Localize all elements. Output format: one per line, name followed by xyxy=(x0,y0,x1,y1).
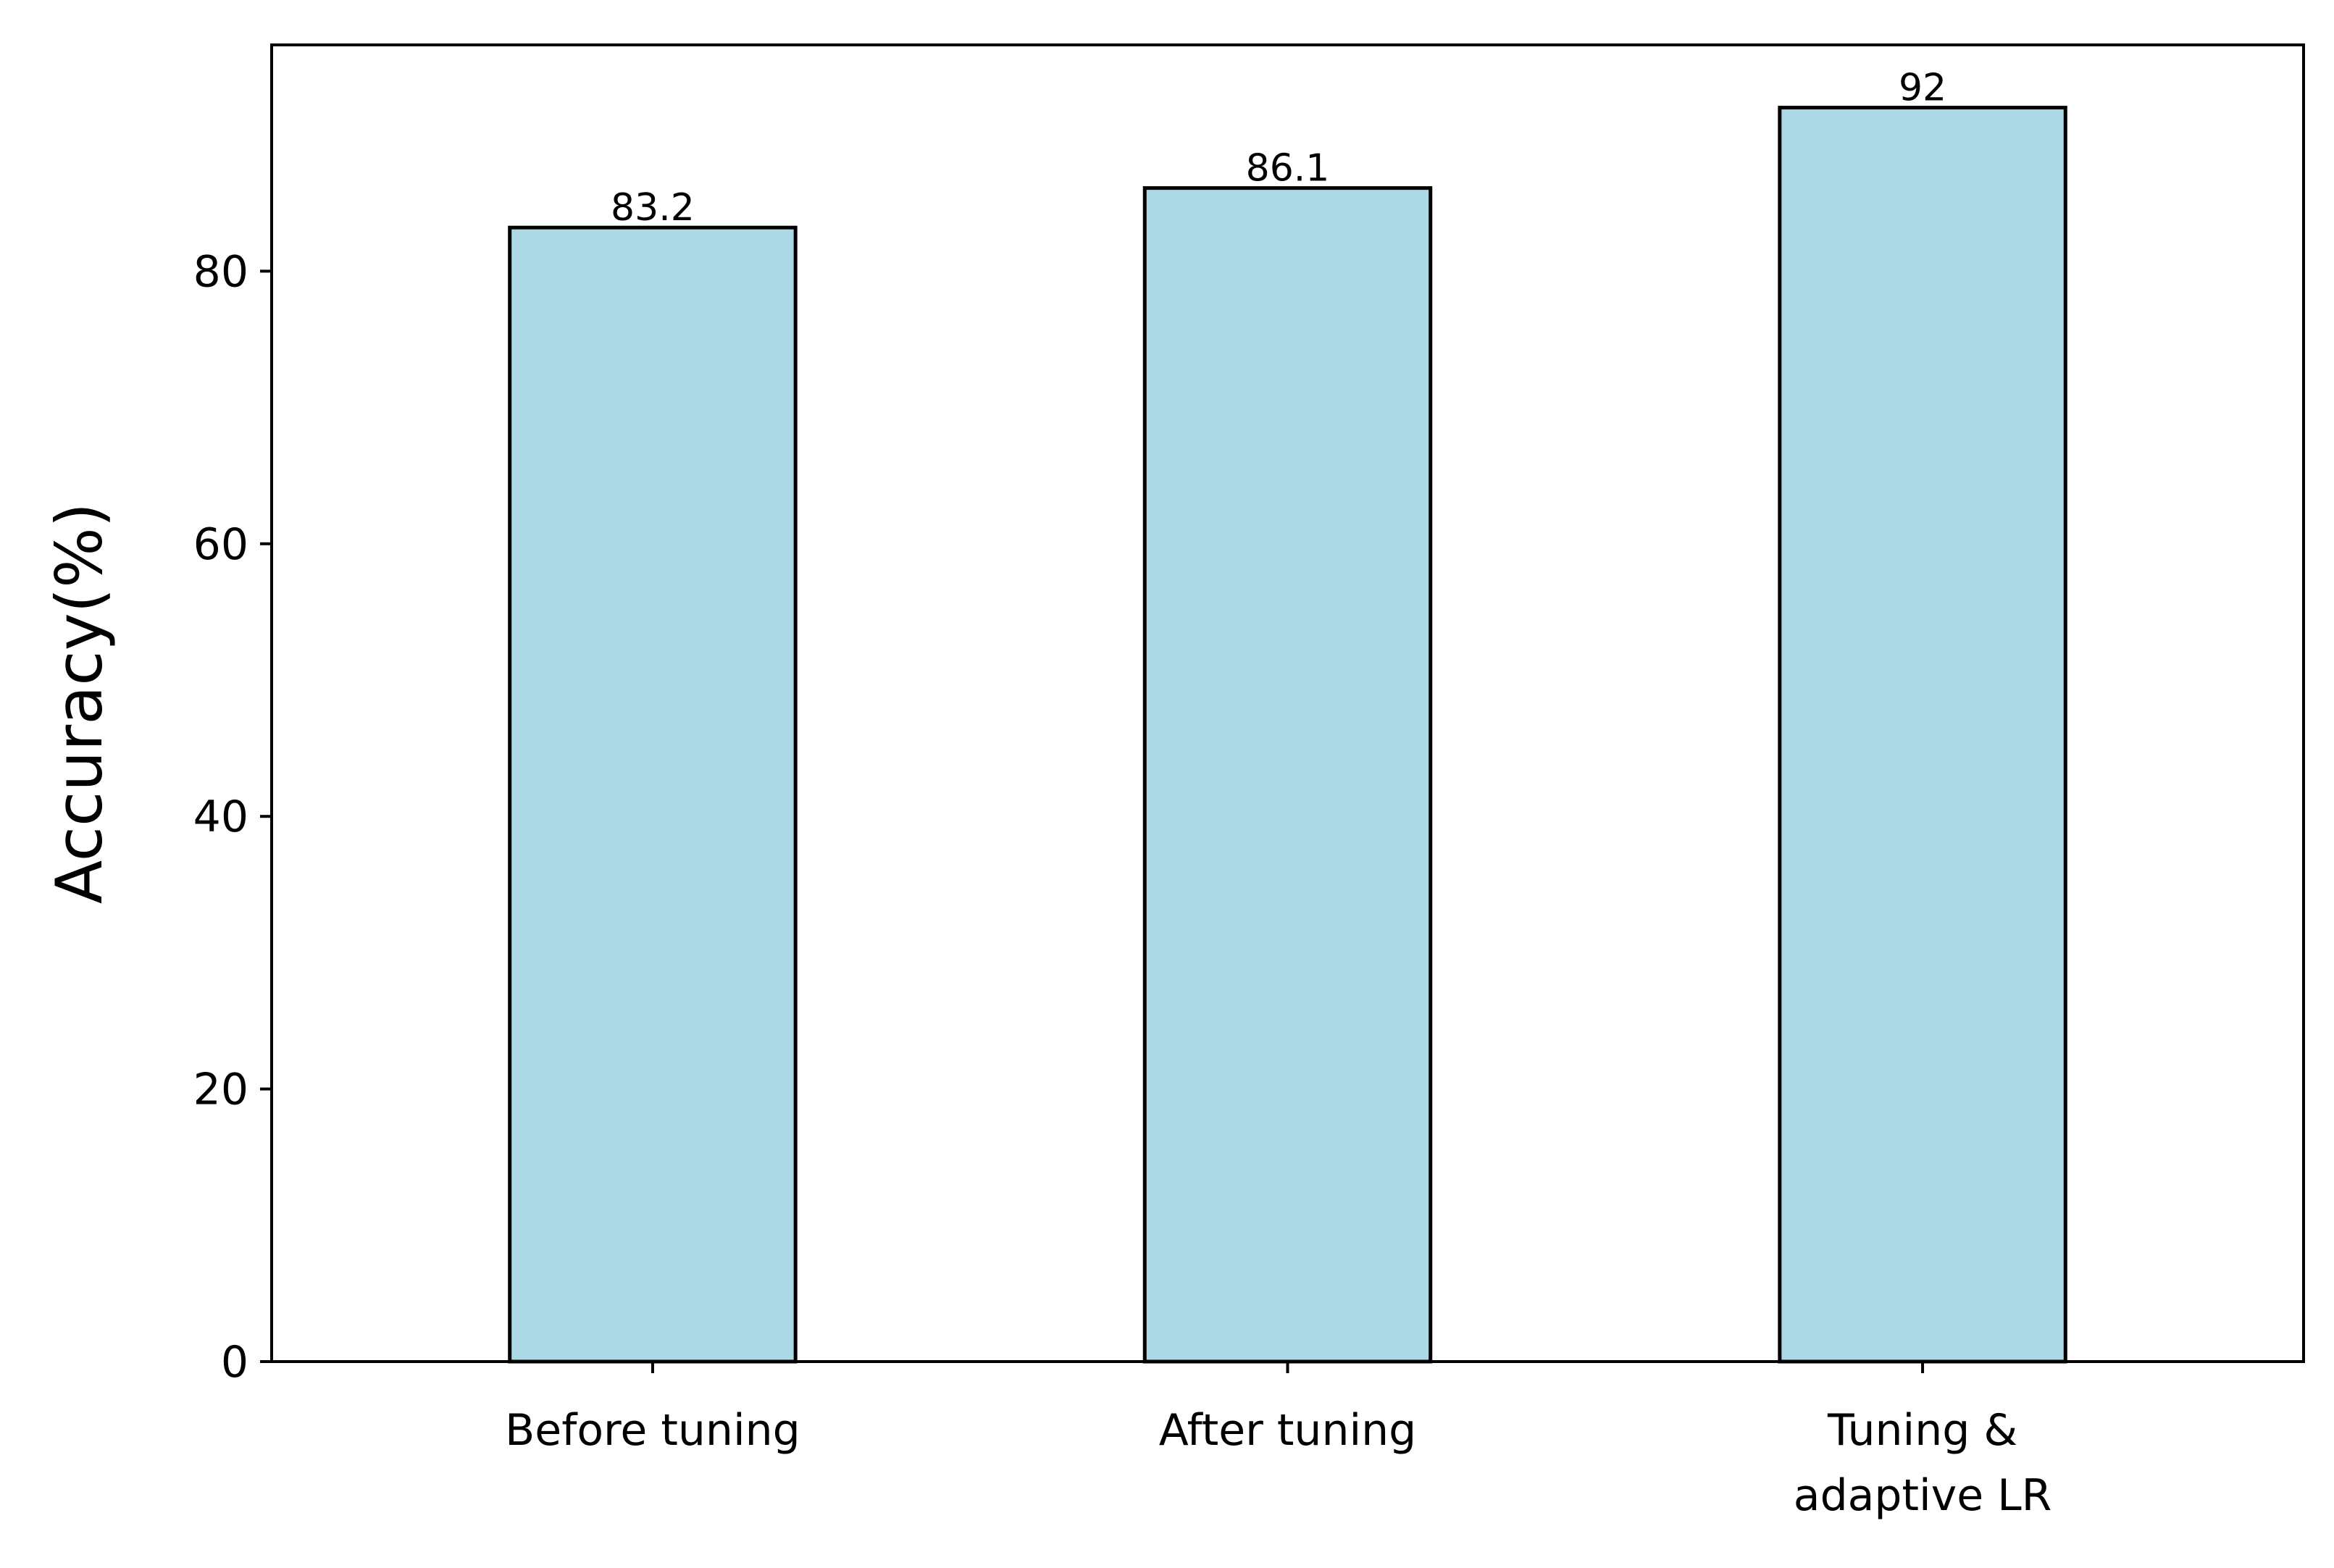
y-tick-label: 80 xyxy=(193,246,248,297)
bar-1 xyxy=(1142,186,1433,1364)
bars-group xyxy=(508,106,2067,1364)
x-tick-label: Before tuning xyxy=(505,1405,800,1456)
bar-0 xyxy=(508,225,798,1364)
bar-value-label: 92 xyxy=(1899,67,1946,110)
x-tick-label: After tuning xyxy=(1159,1405,1417,1456)
bar-value-label: 86.1 xyxy=(1246,147,1330,190)
y-axis-title: Accuracy(%) xyxy=(42,503,117,904)
y-tick-label: 60 xyxy=(193,519,248,570)
x-axis: Before tuning After tuning Tuning & adaptiv… xyxy=(505,1362,2051,1521)
bar-2 xyxy=(1778,106,2067,1364)
y-axis: 0 20 40 60 80 xyxy=(193,246,272,1388)
x-tick-label: Tuning & adaptive LR xyxy=(1794,1405,2052,1521)
value-labels-group: 83.2 86.1 92 xyxy=(611,67,1946,230)
bar-value-label: 83.2 xyxy=(611,186,695,230)
y-tick-label: 20 xyxy=(193,1065,248,1115)
y-tick-label: 40 xyxy=(193,792,248,842)
y-tick-label: 0 xyxy=(221,1337,248,1388)
